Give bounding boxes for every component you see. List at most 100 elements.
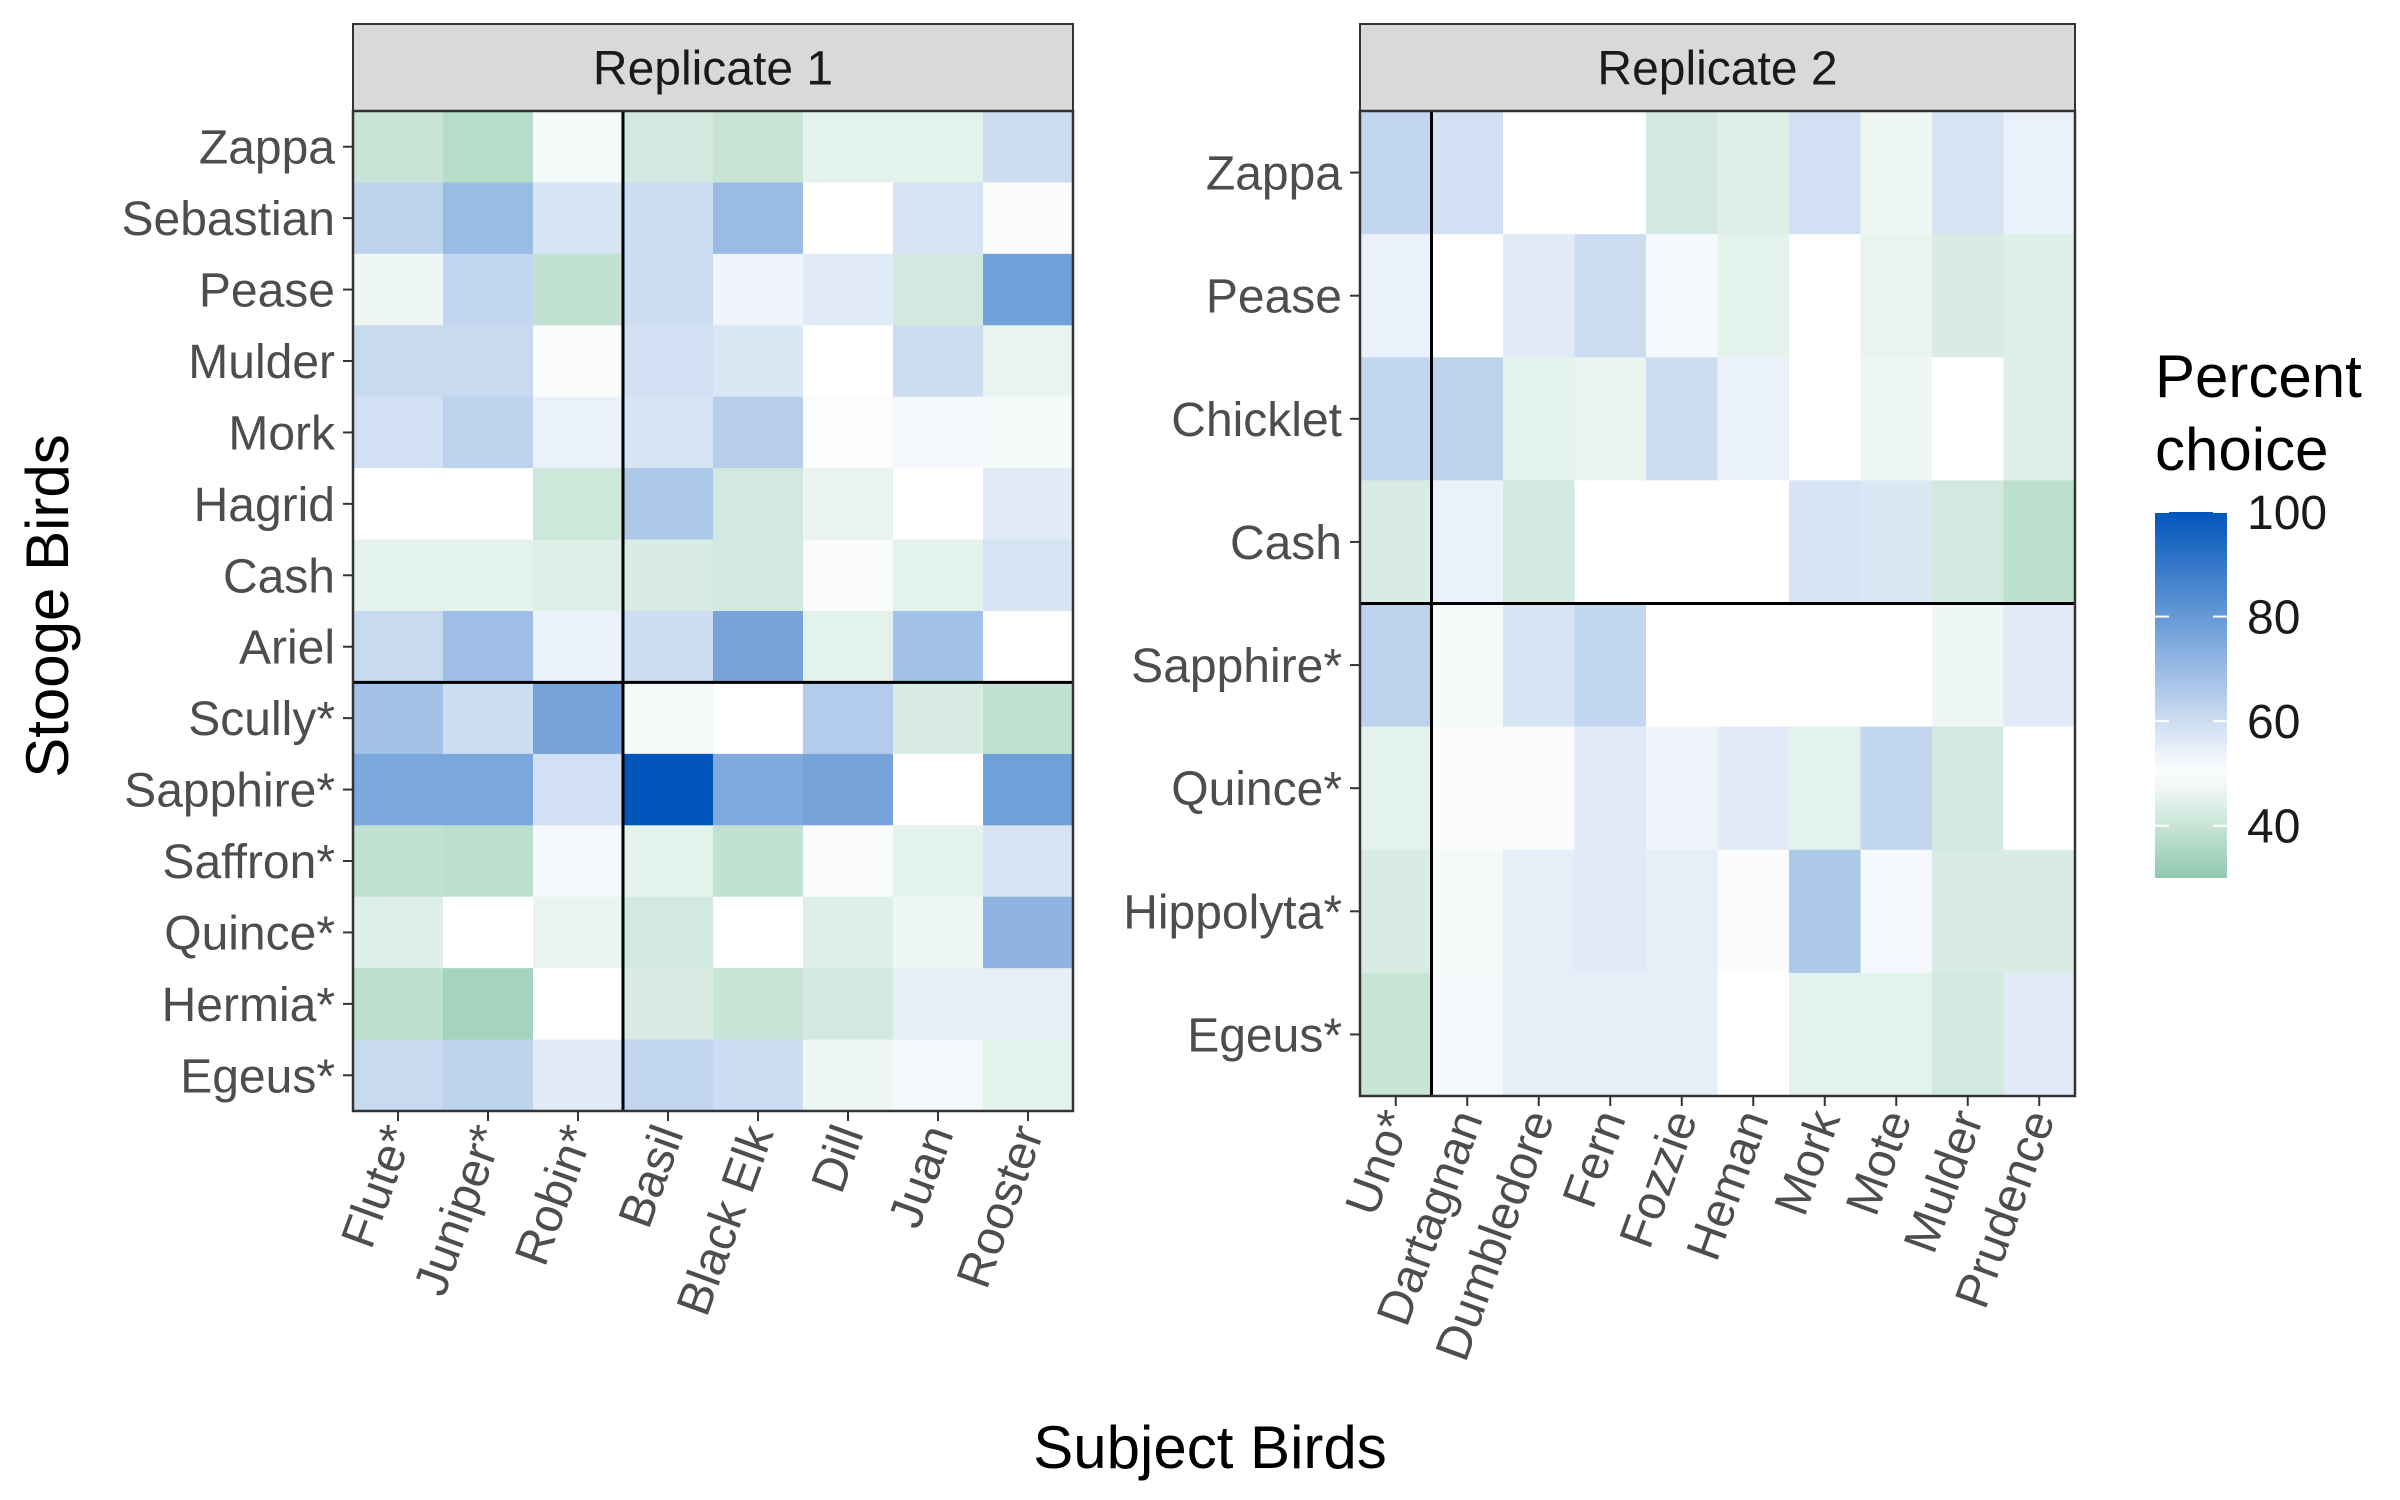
heatmap-cell (1717, 972, 1790, 1097)
y-tick-label: Hermia* (162, 979, 335, 1032)
y-tick-label: Cash (1230, 517, 1342, 570)
heatmap-cell (1431, 726, 1504, 851)
heatmap-cell (1360, 480, 1433, 605)
heatmap-cell (2003, 726, 2076, 851)
heatmap-cell (533, 825, 624, 898)
heatmap-cell (533, 968, 624, 1041)
heatmap-cell (353, 325, 444, 398)
y-tick-label: Quince* (164, 907, 335, 960)
heatmap-cell (1860, 357, 1933, 481)
heatmap-cell (713, 753, 804, 826)
heatmap-cell (893, 1039, 984, 1112)
heatmap-cell (2003, 603, 2076, 728)
heatmap-cell (443, 253, 534, 326)
heatmap-cell (1431, 972, 1504, 1097)
heatmap-cell (353, 825, 444, 898)
y-tick-label: Zappa (199, 122, 335, 175)
heatmap-cell (533, 182, 624, 255)
heatmap-cell (713, 611, 804, 684)
x-tick-label: Flute* (332, 1119, 425, 1255)
heatmap-cell (983, 611, 1074, 684)
heatmap-cell (713, 968, 804, 1041)
heatmap-cell (1717, 111, 1790, 235)
heatmap-cell (623, 325, 714, 398)
heatmap-cell (1646, 234, 1719, 358)
heatmap-cell (1431, 234, 1504, 358)
heatmap-cell (1717, 726, 1790, 851)
heatmap-cell (1932, 726, 2005, 851)
heatmap-cell (443, 682, 534, 755)
heatmap-cell (443, 753, 534, 826)
heatmap-cell (1789, 726, 1862, 851)
legend-colorbar (2155, 512, 2227, 878)
heatmap-cell (623, 896, 714, 969)
heatmap-cell (533, 111, 624, 184)
heatmap-cell (533, 611, 624, 684)
heatmap-cell (803, 111, 894, 184)
heatmap-cell (1789, 849, 1862, 974)
heatmap-cell (803, 1039, 894, 1112)
heatmap-cell (353, 682, 444, 755)
heatmap-cell (983, 253, 1074, 326)
heatmap-cell (353, 396, 444, 469)
heatmap-cell (2003, 234, 2076, 358)
heatmap-cell (983, 468, 1074, 541)
panel-strip (352, 23, 1074, 112)
heatmap-cell (1574, 234, 1647, 358)
legend-tick-label: 100 (2247, 487, 2327, 540)
panel-border (1358, 109, 2077, 1098)
heatmap-cell (623, 968, 714, 1041)
heatmap-cell (2003, 480, 2076, 605)
heatmap-cell (533, 896, 624, 969)
heatmap-cell (353, 111, 444, 184)
legend-tick-label: 80 (2247, 592, 2300, 645)
heatmap-cell (623, 1039, 714, 1112)
y-tick-label: Egeus* (180, 1050, 335, 1103)
heatmap-cell (1503, 849, 1576, 974)
heatmap-cell (893, 396, 984, 469)
heatmap-cell (1932, 603, 2005, 728)
heatmap-cell (2003, 972, 2076, 1097)
heatmap-cell (893, 253, 984, 326)
y-tick-label: Mulder (188, 336, 335, 389)
y-tick-label: Hippolyta* (1123, 886, 1342, 939)
heatmap-cell (1717, 234, 1790, 358)
heatmap-cell (713, 896, 804, 969)
heatmap-cell (713, 253, 804, 326)
heatmap-cell (803, 611, 894, 684)
heatmap-cell (1646, 972, 1719, 1097)
heatmap-cell (803, 325, 894, 398)
y-tick-label: Scully* (188, 693, 335, 746)
heatmap-cell (1646, 603, 1719, 728)
heatmap-cell (1860, 972, 1933, 1097)
heatmap-cell (893, 896, 984, 969)
heatmap-cell (623, 182, 714, 255)
heatmap-cell (533, 1039, 624, 1112)
heatmap-cell (983, 682, 1074, 755)
y-tick-label: Saffron* (162, 836, 335, 889)
heatmap-cell (1860, 726, 1933, 851)
heatmap-cell (1431, 111, 1504, 235)
heatmap-cell (713, 682, 804, 755)
heatmap-cell (443, 825, 534, 898)
heatmap-cell (1646, 726, 1719, 851)
heatmap-cell (1789, 603, 1862, 728)
heatmap-cell (533, 325, 624, 398)
heatmap-cell (1717, 480, 1790, 605)
heatmap-cell (2003, 849, 2076, 974)
heatmap-cell (713, 111, 804, 184)
heatmap-cell (983, 325, 1074, 398)
heatmap-cell (893, 682, 984, 755)
heatmap-cell (353, 539, 444, 612)
y-tick-label: Zappa (1206, 148, 1342, 201)
heatmap-cell (623, 682, 714, 755)
heatmap-cell (1431, 357, 1504, 481)
x-tick-label: Juan (879, 1119, 964, 1235)
heatmap-cell (803, 182, 894, 255)
panel-replicate-2: Replicate 2 Zappa Pease Chicklet Cash Sapphir… (1123, 23, 2077, 1367)
heatmap-cell (1574, 726, 1647, 851)
heatmap-cell (713, 325, 804, 398)
y-tick-label: Ariel (239, 622, 335, 675)
panel-replicate-1: Replicate 1 Zappa Sebastian Pease Mulder Mork… (122, 23, 1075, 1322)
heatmap-cell (533, 539, 624, 612)
